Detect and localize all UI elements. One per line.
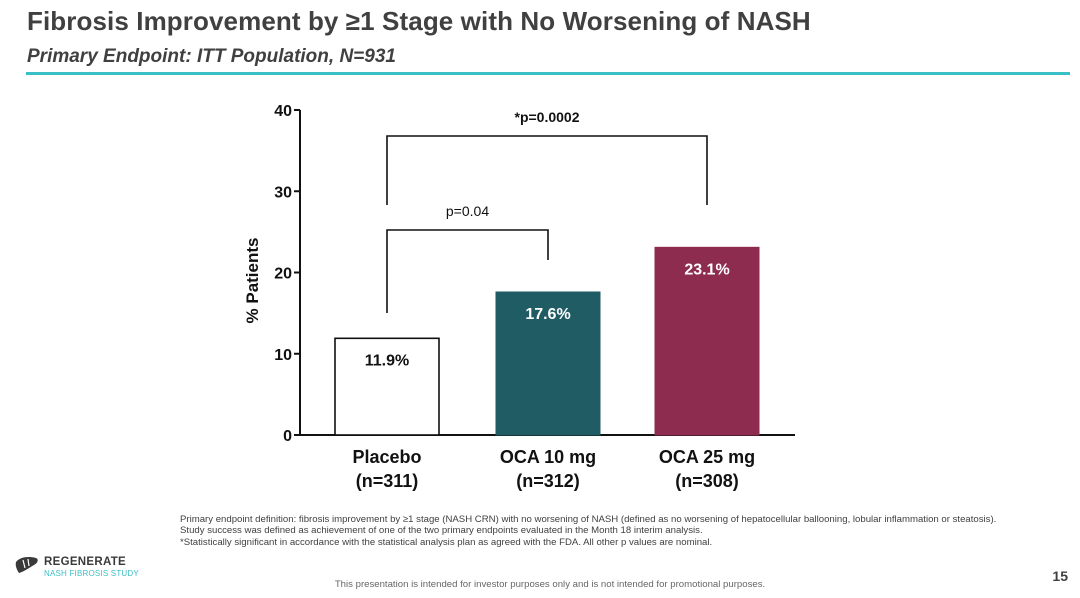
disclaimer: This presentation is intended for invest… [334,579,766,590]
chart-bars: 11.9% 17.6% 23.1% [334,246,760,436]
liver-logo-icon [15,557,38,573]
y-tick-label: 20 [274,266,292,283]
regenerate-logo: REGENERATE NASH FIBROSIS STUDY [14,556,139,580]
bar-1 [495,291,601,436]
y-axis-label: % Patients [243,238,262,324]
page-number: 15 [1052,568,1068,584]
significance-bracket [386,229,549,313]
significance-bracket [386,135,708,205]
p-value-label: p=0.04 [446,203,489,219]
bar-0 [334,337,440,436]
bar-value-label: 17.6% [525,306,570,323]
page-title: Fibrosis Improvement by ≥1 Stage with No… [27,6,811,36]
footnote-success: Study success was defined as achievement… [180,525,703,537]
chart-axes: 0 10 20 30 40 % Patients Placebo (n=311) OCA 10 … [243,103,795,491]
footnote-significance: *Statistically significant in accordance… [180,536,713,548]
x-tick-n-label: (n=312) [516,471,580,491]
chart-annotations: p=0.04 *p=0.0002 [386,109,708,313]
bar-value-label: 23.1% [684,261,729,278]
p-value-label: *p=0.0002 [515,109,580,125]
x-tick-n-label: (n=311) [356,471,419,491]
footnote-definition: Primary endpoint definition: fibrosis im… [180,514,997,525]
page-subtitle: Primary Endpoint: ITT Population, N=931 [27,46,396,67]
logo-title: REGENERATE [44,556,127,568]
footnotes: Primary endpoint definition: fibrosis im… [180,514,1040,548]
x-tick-label: Placebo [352,447,421,467]
bar-value-label: 11.9% [365,352,409,369]
x-tick-n-label: (n=308) [675,471,739,491]
bar-2 [654,246,760,436]
y-tick-label: 30 [274,184,292,201]
x-tick-label: OCA 10 mg [500,447,596,467]
y-tick-label: 10 [274,347,292,364]
y-tick-label: 40 [274,103,292,120]
y-tick-label: 0 [283,428,292,445]
logo-subtitle: NASH FIBROSIS STUDY [44,569,139,578]
x-tick-label: OCA 25 mg [659,447,755,467]
title-divider [26,72,1070,75]
